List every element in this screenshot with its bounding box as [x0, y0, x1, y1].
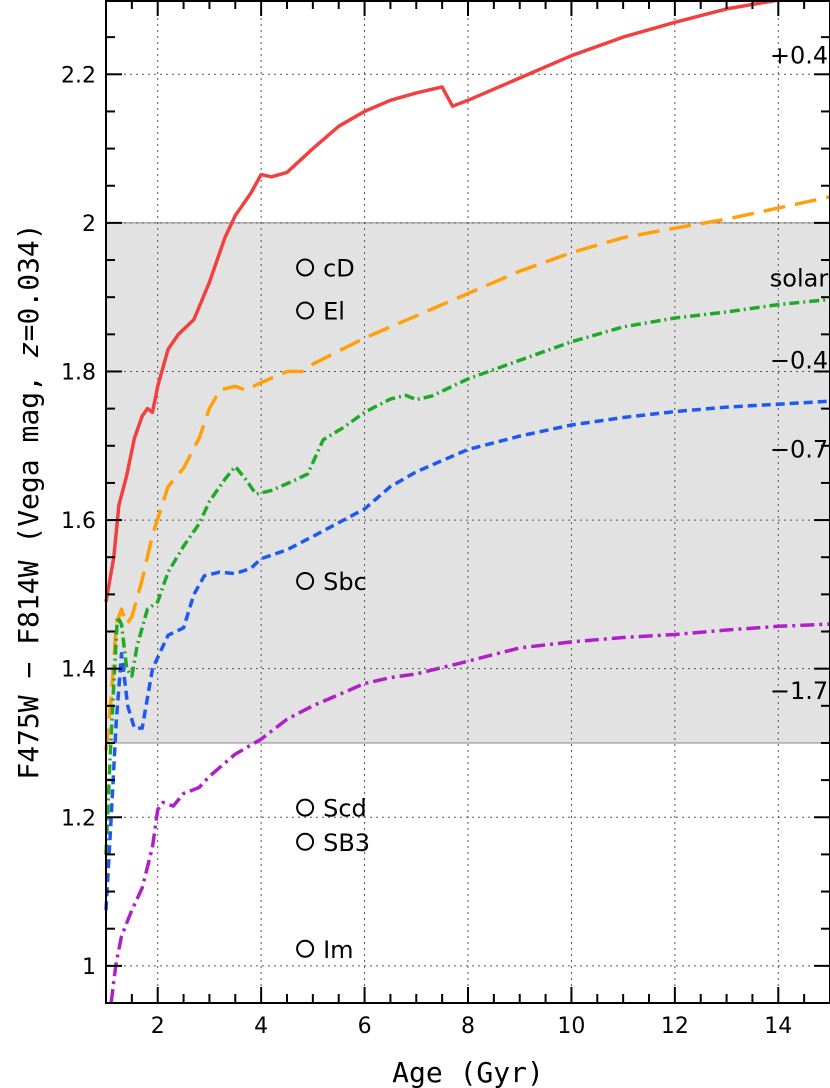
series-line-4: [109, 622, 830, 1004]
series-line-1: [104, 195, 830, 751]
y-tick-label: 1.8: [61, 360, 96, 385]
y-axis-title: F475W − F814W (Vega mag, z=0.034): [12, 223, 45, 779]
axis-layer: 2 4 6 8 10 12 14 1 1.2 1.4 1.6 1.8 2 2.2: [61, 0, 830, 1039]
series-layer: [104, 0, 830, 1004]
y-tick-label: 2: [82, 212, 96, 237]
series-label-1: solar: [770, 265, 829, 293]
galaxy-label-3: Scd: [323, 795, 367, 823]
y-axis-title-part-1: z: [12, 341, 45, 358]
label-layer: +0.4 solar −0.4 −0.7 −1.7: [770, 42, 829, 705]
galaxy-marker-1: [296, 301, 315, 320]
y-axis-title-part-2: =0.034): [12, 223, 45, 341]
y-tick-label: 1.6: [61, 509, 96, 534]
y-tick-label: 1: [82, 955, 96, 980]
x-tick-label: 6: [358, 1014, 372, 1039]
x-tick-label: 12: [661, 1014, 689, 1039]
galaxy-label-2: Sbc: [323, 568, 367, 596]
y-axis-title-part-0: F475W − F814W (Vega mag,: [12, 358, 45, 779]
grid-layer: [106, 0, 830, 1003]
series-line-3: [104, 399, 830, 911]
galaxy-marker-2: [296, 571, 315, 590]
x-tick-label: 8: [461, 1014, 475, 1039]
series-label-4: −1.7: [770, 677, 828, 705]
x-tick-label: 14: [764, 1014, 792, 1039]
galaxy-label-5: Im: [323, 936, 353, 964]
series-label-3: −0.7: [770, 435, 828, 463]
galaxy-marker-3: [296, 798, 315, 817]
marker-layer: cD El Sbc Scd SB3 Im: [296, 254, 370, 964]
y-tick-label: 1.2: [61, 806, 96, 831]
x-tick-label: 2: [151, 1014, 165, 1039]
shaded-band-layer: [106, 222, 830, 744]
series-line-2: [104, 297, 830, 855]
x-axis-title: Age (Gyr): [392, 1056, 544, 1088]
shaded-band: [106, 222, 830, 743]
y-tick-label: 1.4: [61, 658, 96, 683]
galaxy-label-4: SB3: [323, 829, 370, 857]
galaxy-label-1: El: [323, 298, 345, 326]
galaxy-marker-5: [296, 939, 315, 958]
series-label-2: −0.4: [770, 346, 828, 374]
galaxy-marker-0: [296, 258, 315, 277]
series-line-0: [104, 0, 791, 603]
x-tick-label: 10: [557, 1014, 585, 1039]
x-tick-label: 4: [254, 1014, 268, 1039]
galaxy-label-0: cD: [323, 254, 355, 282]
y-tick-label: 2.2: [61, 63, 96, 88]
series-label-0: +0.4: [770, 42, 828, 70]
galaxy-marker-4: [296, 832, 315, 851]
